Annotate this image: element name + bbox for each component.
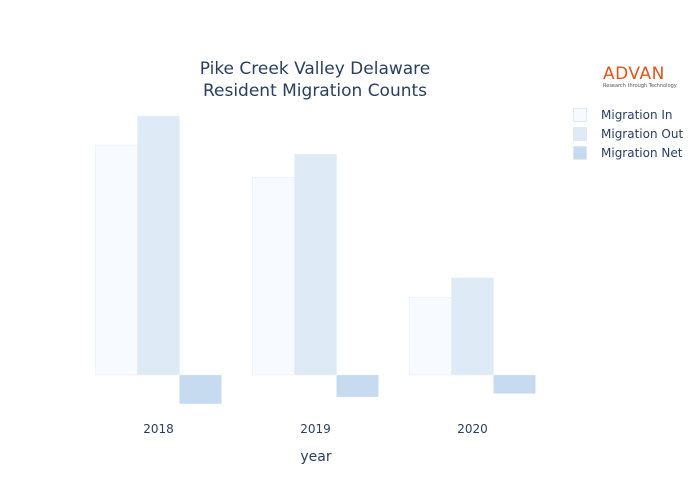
logo-wordmark: ADVAN [603, 64, 665, 84]
bar-migration-in-2018 [95, 144, 138, 376]
legend-label: Migration In [601, 108, 673, 122]
bar-migration-in-2020 [409, 297, 452, 376]
chart-title-line-2: Resident Migration Counts [202, 81, 428, 101]
bar-migration-net-2019 [336, 374, 379, 398]
x-tick-labels: 2018 2019 2020 [143, 422, 488, 436]
x-tick-label-2019: 2019 [300, 422, 331, 436]
legend-swatch [573, 146, 587, 160]
legend-label: Migration Net [601, 146, 683, 160]
x-tick-label-2018: 2018 [143, 422, 174, 436]
logo-tagline: Research through Technology [603, 83, 677, 89]
bar-migration-net-2018 [179, 374, 222, 405]
advan-logo: ADVAN Research through Technology [603, 66, 677, 90]
x-tick-label-2020: 2020 [457, 422, 488, 436]
bar-migration-out-2020 [451, 277, 494, 376]
x-axis-label: year [300, 449, 331, 465]
chart-title-line-1: Pike Creek Valley Delaware [199, 59, 431, 79]
bar-migration-net-2020 [493, 374, 536, 394]
bar-migration-in-2019 [252, 177, 295, 376]
bar-migration-out-2019 [294, 153, 337, 376]
bar-migration-out-2018 [137, 115, 180, 376]
legend-label: Migration Out [601, 127, 684, 141]
bars-group [95, 115, 536, 405]
legend-swatch [573, 127, 587, 141]
legend-swatch [573, 108, 587, 122]
chart-title: Pike Creek Valley Delaware Resident Migr… [160, 58, 470, 102]
